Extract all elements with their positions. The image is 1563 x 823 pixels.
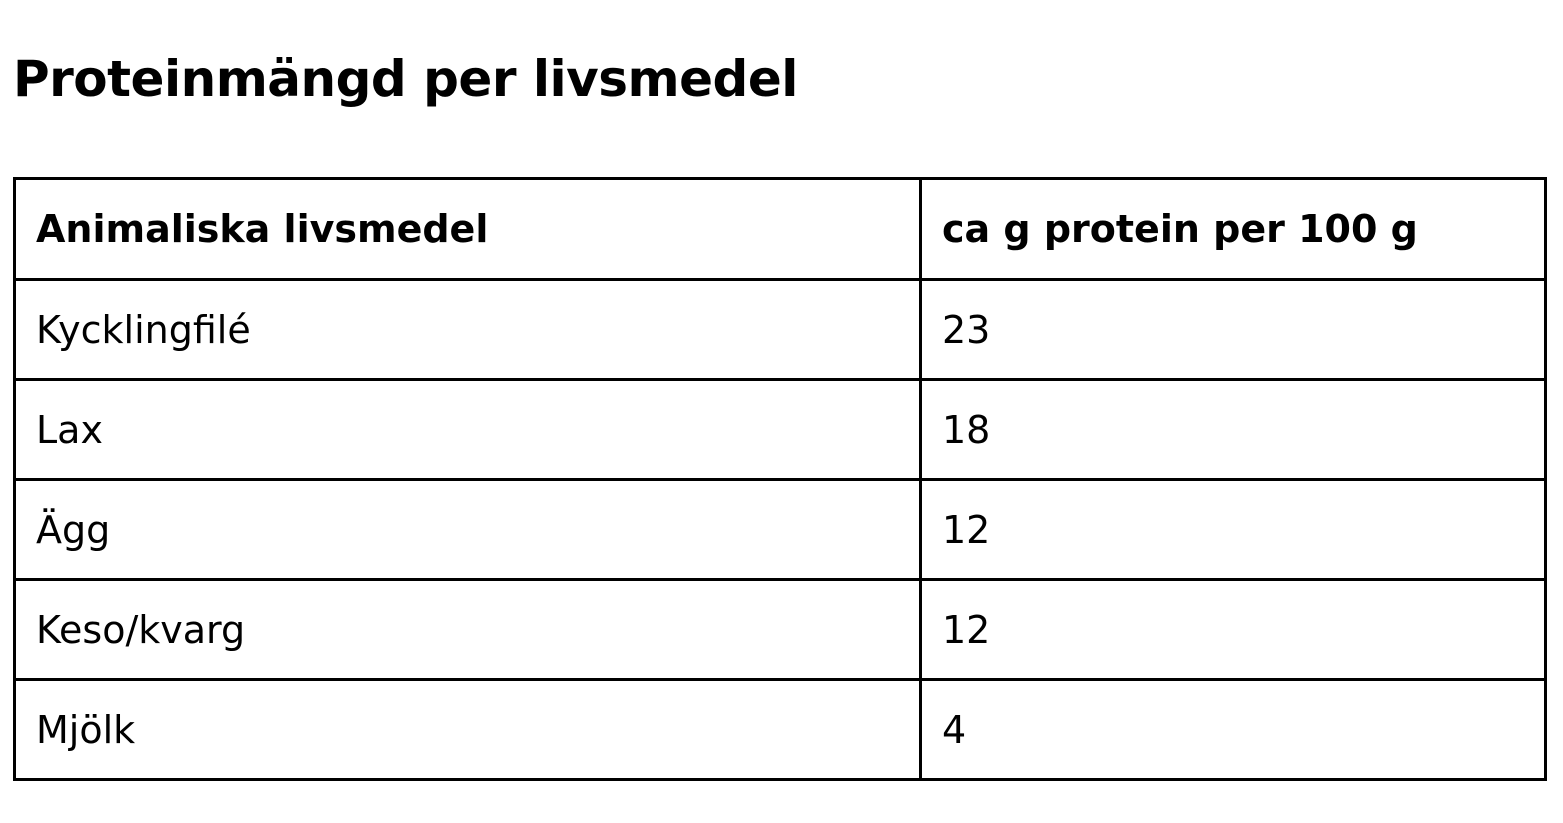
- protein-table: Animaliska livsmedel ca g protein per 10…: [13, 177, 1547, 781]
- table-row: Lax 18: [13, 378, 1547, 481]
- table-row: Ägg 12: [13, 478, 1547, 581]
- table-row: Keso/kvarg 12: [13, 578, 1547, 681]
- protein-cell: 12: [919, 578, 1547, 681]
- food-cell: Ägg: [13, 478, 922, 581]
- page-title: Proteinmängd per livsmedel: [13, 50, 798, 108]
- food-cell: Keso/kvarg: [13, 578, 922, 681]
- protein-cell: 12: [919, 478, 1547, 581]
- column-header-food: Animaliska livsmedel: [13, 177, 922, 281]
- protein-cell: 23: [919, 278, 1547, 381]
- protein-cell: 4: [919, 678, 1547, 781]
- food-cell: Lax: [13, 378, 922, 481]
- table-row: Mjölk 4: [13, 678, 1547, 781]
- table-row: Kycklingfilé 23: [13, 278, 1547, 381]
- protein-cell: 18: [919, 378, 1547, 481]
- table-header-row: Animaliska livsmedel ca g protein per 10…: [13, 177, 1547, 281]
- food-cell: Mjölk: [13, 678, 922, 781]
- column-header-protein: ca g protein per 100 g: [919, 177, 1547, 281]
- food-cell: Kycklingfilé: [13, 278, 922, 381]
